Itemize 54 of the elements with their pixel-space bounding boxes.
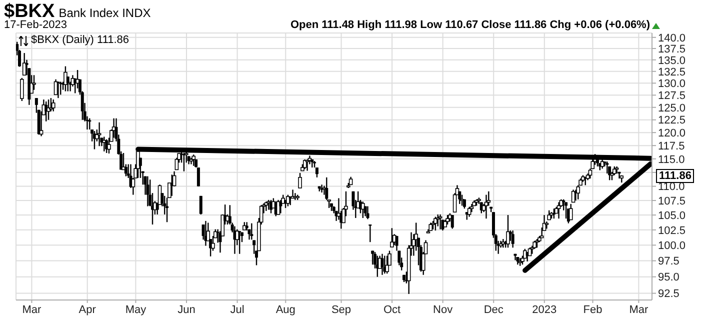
- y-tick-label: 140.0: [658, 32, 686, 44]
- candlestick: [199, 195, 202, 216]
- candlestick: [366, 206, 370, 220]
- y-tick-label: 115.0: [658, 154, 685, 166]
- y-tick-label: 135.0: [658, 54, 686, 67]
- candlestick: [540, 226, 544, 238]
- candlestick: [245, 222, 248, 232]
- x-tick-label: 2023: [532, 304, 557, 316]
- chart-subtitle: Bank Index INDX: [58, 6, 151, 20]
- candlestick: [452, 192, 457, 213]
- candlestick: [146, 176, 150, 207]
- candlestick: [250, 222, 254, 240]
- x-tick-label: Feb: [583, 304, 602, 316]
- y-tick-label: 105.0: [658, 210, 686, 222]
- y-tick-label: 127.5: [658, 90, 686, 102]
- x-tick-label: May: [125, 304, 147, 316]
- y-tick-label: 97.5: [658, 256, 680, 268]
- candlestick: [279, 199, 282, 214]
- y-tick-label: 95.0: [658, 272, 680, 284]
- y-tick-label: 132.5: [658, 66, 686, 78]
- y-tick-label: 117.5: [658, 140, 685, 152]
- x-tick-label: Mar: [629, 304, 649, 316]
- candlestick: [56, 81, 60, 99]
- y-tick-label: 92.5: [658, 288, 680, 300]
- candlestick: [568, 203, 573, 220]
- annotation: $BKX (Daily) 111.86: [31, 34, 130, 46]
- candlestick: [371, 250, 374, 266]
- x-tick-label: Mar: [22, 304, 42, 316]
- y-tick-label: 107.5: [658, 195, 686, 208]
- candlestick: [32, 74, 36, 90]
- y-tick-label: 130.0: [658, 78, 686, 90]
- text: 17-Feb-2023: [4, 19, 67, 31]
- x-tick-label: Oct: [383, 304, 401, 316]
- text: Open 111.48 High 111.98 Low 110.67 Close 111.86 Chg +0.06 (+0.06%): [290, 19, 650, 31]
- candlestick: [20, 77, 24, 102]
- candlestick: [238, 230, 242, 254]
- x-tick-label: Sep: [331, 304, 352, 316]
- candlestick: [434, 216, 438, 232]
- candlestick: [315, 166, 318, 178]
- x-tick-label: Aug: [276, 304, 296, 316]
- x-tick-label: Dec: [484, 304, 504, 316]
- x-tick-label: Jun: [178, 304, 196, 316]
- y-tick-label: 100.0: [658, 240, 686, 252]
- y-tick-label: 137.5: [658, 43, 686, 56]
- x-tick-label: Nov: [433, 304, 454, 316]
- y-tick-label: 122.5: [658, 114, 686, 127]
- candlestick: [298, 172, 302, 189]
- text: 111.86: [656, 168, 694, 183]
- y-tick-label: 102.5: [658, 224, 686, 237]
- y-tick-label: 120.0: [658, 127, 686, 140]
- x-tick-label: Jul: [230, 304, 244, 316]
- x-tick-label: Apr: [78, 304, 96, 316]
- candlestick: [467, 206, 472, 218]
- y-tick-label: 125.0: [658, 102, 686, 114]
